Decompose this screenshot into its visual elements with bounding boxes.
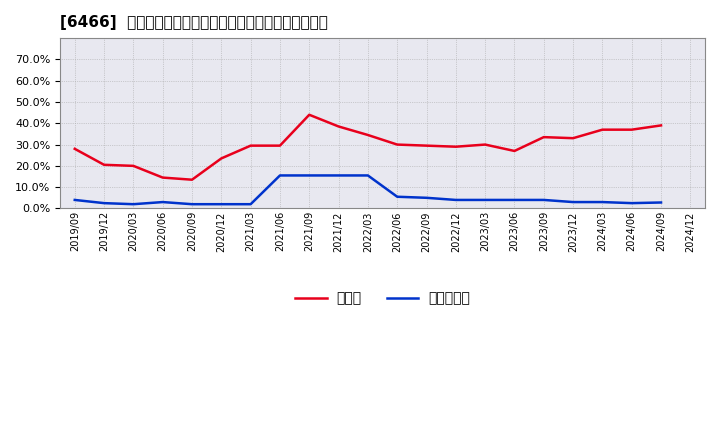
現預金 (481, 142, 490, 147)
有利子負債 (71, 197, 79, 202)
有利子負債 (598, 199, 607, 205)
現預金 (627, 127, 636, 132)
現預金 (276, 143, 284, 148)
現預金 (657, 123, 665, 128)
有利子負債 (246, 202, 255, 207)
現預金 (569, 136, 577, 141)
有利子負債 (451, 197, 460, 202)
現預金 (510, 148, 519, 154)
有利子負債 (129, 202, 138, 207)
現預金 (188, 177, 197, 182)
現預金 (217, 156, 225, 161)
現預金 (246, 143, 255, 148)
有利子負債 (627, 201, 636, 206)
Text: [6466]  現預金、有利子負債の総資産に対する比率の推移: [6466] 現預金、有利子負債の総資産に対する比率の推移 (60, 15, 328, 30)
有利子負債 (510, 197, 519, 202)
有利子負債 (422, 195, 431, 201)
有利子負債 (569, 199, 577, 205)
有利子負債 (217, 202, 225, 207)
有利子負債 (481, 197, 490, 202)
現預金 (598, 127, 607, 132)
有利子負債 (364, 173, 372, 178)
現預金 (334, 124, 343, 129)
有利子負債 (657, 200, 665, 205)
現預金 (451, 144, 460, 149)
有利子負債 (276, 173, 284, 178)
有利子負債 (158, 199, 167, 205)
現預金 (539, 135, 548, 140)
有利子負債 (393, 194, 402, 199)
Legend: 現預金, 有利子負債: 現預金, 有利子負債 (290, 286, 474, 310)
現預金 (158, 175, 167, 180)
現預金 (305, 112, 314, 117)
現預金 (393, 142, 402, 147)
Line: 有利子負債: 有利子負債 (75, 176, 661, 204)
現預金 (422, 143, 431, 148)
有利子負債 (539, 197, 548, 202)
Line: 現預金: 現預金 (75, 115, 661, 180)
現預金 (100, 162, 109, 168)
現預金 (129, 163, 138, 169)
有利子負債 (305, 173, 314, 178)
有利子負債 (188, 202, 197, 207)
有利子負債 (334, 173, 343, 178)
現預金 (364, 132, 372, 138)
現預金 (71, 146, 79, 151)
有利子負債 (100, 201, 109, 206)
